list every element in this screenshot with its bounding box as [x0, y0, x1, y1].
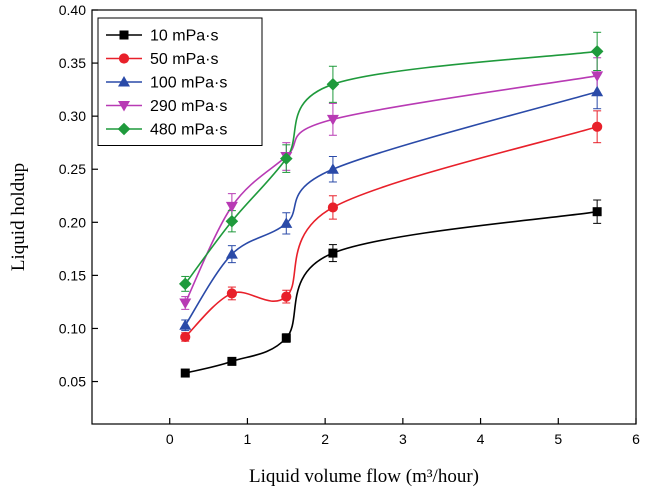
data-point	[592, 121, 603, 132]
fit-curve	[184, 126, 598, 338]
legend-marker	[119, 30, 129, 40]
x-tick-label: 4	[477, 431, 485, 447]
data-point	[326, 163, 339, 174]
y-tick-label: 0.20	[59, 214, 86, 230]
data-point	[179, 319, 192, 330]
data-point	[225, 201, 238, 213]
plot-frame	[91, 9, 637, 425]
data-point	[280, 217, 293, 228]
data-point	[326, 114, 339, 126]
data-point	[225, 214, 239, 228]
y-tick-label: 0.25	[59, 161, 86, 177]
y-tick-label: 0.35	[59, 55, 86, 71]
data-point	[180, 368, 190, 378]
x-tick-label: 2	[321, 431, 329, 447]
fit-curves	[184, 50, 598, 374]
x-tick-label: 0	[166, 431, 174, 447]
legend-marker	[118, 53, 130, 64]
data-point	[590, 45, 604, 58]
legend-marker	[118, 101, 130, 112]
fit-curve	[185, 210, 598, 374]
data-point	[592, 207, 602, 217]
data-point	[328, 248, 338, 258]
x-tick-label: 3	[399, 431, 407, 447]
legend-marker	[117, 122, 131, 136]
fit-curve	[184, 75, 598, 304]
legend-label: 10 mPa·s	[150, 28, 218, 45]
y-tick-label: 0.30	[59, 108, 86, 124]
data-point	[178, 277, 192, 291]
y-tick-label: 0.15	[59, 267, 86, 283]
data-point	[591, 85, 604, 97]
y-axis-title: Liquid holdup	[8, 163, 29, 271]
legend-label: 290 mPa·s	[150, 98, 227, 115]
legend-label: 480 mPa·s	[150, 122, 227, 139]
data-point	[227, 356, 237, 366]
data-point	[281, 333, 291, 343]
fit-curve	[184, 50, 598, 285]
y-tick-label: 0.40	[59, 2, 86, 18]
legend-label: 100 mPa·s	[150, 75, 227, 92]
x-tick-label: 6	[632, 431, 640, 447]
fit-curve	[184, 90, 598, 326]
data-point	[327, 202, 339, 213]
data-points	[178, 45, 604, 378]
legend-label: 50 mPa·s	[150, 51, 218, 68]
x-axis-title: Liquid volume flow (m³/hour)	[249, 466, 479, 487]
legend: 10 mPa·s 50 mPa·s 100 mPa·s 290 mPa·s 480 mP…	[97, 17, 263, 146]
data-point	[591, 71, 604, 82]
x-tick-label: 1	[244, 431, 252, 447]
data-point	[179, 298, 192, 309]
data-point	[225, 248, 238, 259]
data-point	[279, 152, 293, 165]
data-point	[281, 291, 292, 302]
axis-ticks: 0 1 2 3 4 5 6 0.05 0.10 0.15 0.20 0.25 0.30 0.35 0.40	[59, 2, 640, 447]
data-point	[180, 331, 191, 343]
y-tick-label: 0.05	[59, 374, 86, 390]
y-tick-label: 0.10	[59, 320, 86, 336]
data-point	[326, 78, 340, 91]
x-tick-label: 5	[554, 431, 562, 447]
data-point	[226, 288, 237, 299]
legend-marker	[118, 76, 130, 87]
